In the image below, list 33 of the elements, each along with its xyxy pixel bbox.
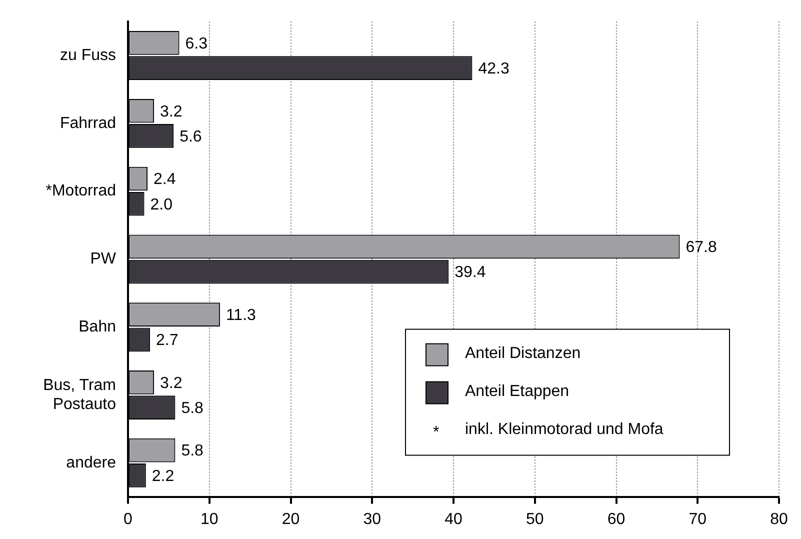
x-tick-label: 70 — [688, 510, 707, 528]
data-label: 3.2 — [160, 103, 182, 120]
y-tick-label: *Motorrad — [46, 182, 116, 200]
data-label: 5.8 — [181, 400, 204, 417]
data-label: 2.4 — [154, 171, 176, 188]
data-label: 6.3 — [185, 35, 208, 52]
y-tick-label: andere — [66, 454, 116, 472]
legend-label: Anteil Etappen — [465, 383, 570, 400]
text: * inkl. Kleinmotorad und Mofa — [433, 421, 664, 442]
x-tick-label: 10 — [200, 510, 218, 528]
y-tick-label: Bus, Tram Postauto — [43, 376, 116, 413]
data-label: 67.8 — [686, 239, 717, 256]
x-tick-label: 20 — [282, 510, 300, 528]
x-tick-label: 80 — [770, 510, 788, 528]
x-tick-label: 50 — [526, 510, 544, 528]
x-tick-label: 40 — [444, 510, 462, 528]
x-tick-label: 0 — [124, 510, 133, 528]
y-tick-label: Fahrrad — [60, 114, 116, 132]
data-label: 2.7 — [156, 332, 178, 350]
data-label: 39.4 — [454, 264, 486, 282]
data-label: 5.6 — [180, 128, 202, 146]
legend-label: Anteil Distanzen — [465, 345, 581, 362]
data-label: 2.2 — [152, 468, 174, 485]
data-label: 2.0 — [150, 196, 173, 214]
x-tick-label: 60 — [607, 510, 626, 528]
y-tick-label: PW — [90, 250, 117, 268]
data-label: 3.2 — [160, 374, 182, 392]
x-tick-label: 30 — [363, 510, 382, 528]
data-label: 42.3 — [478, 60, 510, 78]
data-label: 11.3 — [226, 306, 256, 324]
y-tick-label: zu Fuss — [60, 46, 116, 64]
y-tick-label: Bahn — [78, 318, 116, 336]
data-label: 5.8 — [181, 442, 204, 460]
